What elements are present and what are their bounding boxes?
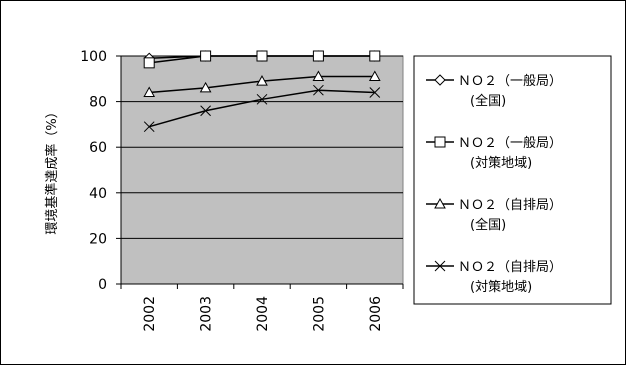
y-tick-label: 80 (89, 95, 107, 111)
data-point (313, 84, 324, 96)
x-marker-stroke (434, 260, 446, 272)
y-tick-label: 0 (98, 277, 107, 293)
data-point (256, 93, 268, 105)
y-tick-label: 60 (89, 140, 107, 156)
legend-label: (全国) (470, 93, 506, 109)
axes: 0 20 40 60 80 100 2002 2003 2004 2005 2006 (80, 49, 404, 332)
x-tick-label: 2006 (368, 296, 384, 332)
legend-item: ＮＯ２（自排局） (全国) (426, 197, 562, 233)
x-marker-stroke (256, 93, 268, 105)
legend: ＮＯ２（一般局）(全国)ＮＯ２（一般局）(対策地域)ＮＯ２（自排局）(全国)ＮＯ… (413, 55, 612, 305)
legend-label: ＮＯ２（自排局） (458, 260, 562, 275)
legend-marker (434, 136, 446, 148)
series-group (143, 50, 381, 133)
legend-label: ＮＯ２（一般局） (458, 73, 562, 89)
series-2 (143, 50, 381, 69)
plot-area (120, 55, 404, 285)
data-point (369, 50, 381, 62)
legend-label: (全国) (470, 217, 506, 233)
data-point (256, 50, 268, 62)
legend-label: (対策地域) (470, 155, 532, 171)
data-point (369, 87, 381, 98)
x-tick-label: 2003 (199, 296, 215, 332)
legend-label: ＮＯ２（一般局） (458, 135, 562, 151)
legend-label: (対策地域) (470, 279, 532, 295)
data-point (312, 50, 324, 62)
legend-item: ＮＯ２（一般局） (対策地域) (426, 135, 562, 171)
plot-background (120, 55, 404, 285)
data-point (256, 75, 268, 86)
x-marker-stroke (143, 121, 155, 133)
series-3 (143, 70, 381, 97)
data-point (143, 57, 155, 69)
legend-marker (434, 74, 446, 86)
x-tick-label: 2004 (255, 296, 271, 332)
data-point (200, 50, 212, 62)
x-marker-stroke (200, 105, 211, 117)
x-tick-label: 2005 (311, 296, 327, 332)
y-tick-label: 40 (89, 186, 107, 202)
data-point (199, 81, 212, 93)
y-tick-label: 100 (80, 49, 107, 65)
data-point (312, 70, 325, 82)
x-marker-stroke (369, 87, 381, 98)
y-tick-label: 20 (89, 231, 107, 247)
legend-label: ＮＯ２（自排局） (458, 198, 562, 213)
data-point (143, 86, 156, 97)
legend-box (413, 55, 612, 305)
legend-item: ＮＯ２（一般局） (全国) (426, 73, 562, 109)
legend-marker (434, 197, 446, 209)
x-tick-label: 2002 (142, 296, 158, 332)
data-point (200, 105, 211, 117)
data-point (143, 121, 155, 133)
series-4 (143, 84, 381, 133)
legend-marker (434, 260, 446, 272)
y-axis-label: 環境基準達成率（%） (44, 105, 60, 234)
data-point (368, 70, 381, 82)
x-marker-stroke (313, 84, 324, 96)
legend-item: ＮＯ２（自排局） (対策地域) (426, 260, 562, 295)
